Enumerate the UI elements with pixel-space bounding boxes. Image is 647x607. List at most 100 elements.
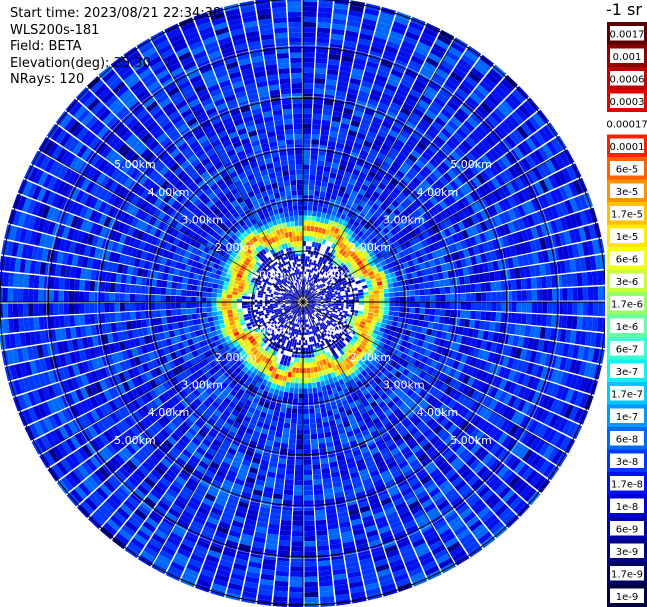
- ppi-bin: [546, 275, 553, 288]
- ppi-bin: [374, 31, 389, 40]
- ppi-bin: [309, 280, 312, 283]
- ppi-bin: [419, 118, 431, 129]
- ppi-bin: [373, 79, 386, 88]
- ppi-bin: [436, 92, 449, 104]
- ppi-bin: [315, 68, 327, 74]
- ppi-bin: [333, 250, 339, 257]
- ppi-bin: [316, 272, 320, 276]
- ppi-bin: [443, 104, 456, 116]
- ppi-bin: [310, 367, 315, 373]
- ppi-bin: [364, 203, 372, 211]
- ppi-bin: [313, 392, 319, 399]
- ppi-bin: [296, 434, 303, 440]
- ppi-bin: [465, 310, 471, 319]
- ppi-bin: [325, 156, 333, 163]
- ppi-bin: [286, 459, 295, 465]
- ppi-bin: [384, 156, 394, 165]
- ppi-bin: [325, 192, 332, 199]
- ppi-bin: [311, 139, 320, 145]
- ppi-bin: [306, 295, 308, 298]
- ppi-bin: [571, 316, 578, 330]
- ppi-bin: [290, 556, 303, 562]
- ppi-bin: [531, 314, 537, 326]
- ppi-bin: [323, 202, 329, 209]
- ppi-bin: [315, 175, 323, 182]
- ppi-bin: [303, 240, 306, 246]
- ppi-bin: [358, 298, 365, 302]
- ppi-bin: [388, 311, 395, 316]
- ppi-bin: [380, 178, 390, 187]
- ppi-bin: [403, 35, 418, 46]
- ppi-bin: [423, 314, 430, 322]
- ppi-bin: [447, 75, 461, 87]
- ppi-bin: [458, 276, 465, 285]
- ppi-bin: [438, 316, 445, 324]
- ppi-bin: [323, 267, 327, 271]
- ppi-bin: [409, 302, 415, 308]
- ppi-bin: [318, 437, 326, 444]
- ppi-bin: [303, 47, 315, 53]
- ppi-bin: [278, 458, 287, 465]
- ppi-bin: [465, 302, 472, 310]
- ppi-bin: [324, 197, 331, 204]
- ppi-bin: [346, 297, 349, 300]
- ppi-bin: [320, 278, 324, 282]
- ppi-bin: [313, 195, 320, 202]
- ppi-bin: [303, 27, 316, 33]
- ppi-bin: [303, 133, 311, 140]
- ppi-bin: [334, 310, 338, 313]
- ppi-bin: [330, 307, 333, 310]
- ppi-bin: [305, 258, 308, 262]
- ppi-bin: [303, 11, 317, 18]
- ppi-bin: [319, 262, 323, 266]
- ppi-bin: [294, 485, 303, 491]
- ppi-bin: [355, 48, 369, 56]
- ppi-bin: [292, 510, 303, 516]
- ppi-bin: [303, 16, 317, 23]
- ppi-bin: [338, 218, 345, 225]
- ppi-bin: [303, 281, 305, 285]
- ppi-bin: [430, 302, 436, 309]
- ppi-bin: [364, 65, 378, 74]
- ppi-bin: [348, 294, 352, 297]
- ppi-bin: [317, 243, 322, 249]
- ppi-bin: [455, 62, 470, 75]
- ppi-bin: [445, 294, 451, 302]
- ppi-bin: [342, 220, 349, 227]
- ppi-bin: [310, 283, 313, 287]
- ppi-bin: [328, 53, 341, 61]
- ppi-bin: [292, 403, 298, 409]
- ppi-bin: [408, 313, 415, 319]
- ppi-bin: [368, 305, 375, 310]
- ppi-bin: [412, 50, 427, 61]
- ppi-bin: [369, 93, 381, 102]
- ppi-bin: [375, 74, 388, 83]
- ppi-bin: [324, 94, 335, 101]
- ppi-bin: [358, 295, 364, 299]
- ppi-bin: [276, 426, 284, 433]
- ppi-bin: [330, 33, 344, 41]
- ppi-bin: [322, 261, 326, 265]
- ppi-bin: [377, 194, 386, 203]
- ppi-bin: [303, 200, 308, 206]
- ppi-bin: [317, 306, 320, 309]
- ppi-bin: [408, 21, 424, 32]
- ppi-bin: [552, 288, 558, 301]
- ppi-bin: [337, 229, 344, 236]
- ppi-bin: [381, 92, 394, 102]
- ppi-bin: [423, 61, 437, 72]
- ppi-bin: [314, 83, 325, 90]
- ppi-bin: [455, 87, 469, 100]
- ppi-bin: [382, 314, 389, 320]
- ppi-bin: [290, 561, 303, 567]
- ppi-bin: [444, 79, 458, 92]
- ppi-bin: [303, 52, 315, 58]
- ppi-bin: [314, 407, 321, 414]
- ppi-bin: [303, 154, 310, 160]
- ppi-bin: [303, 210, 308, 216]
- ppi-bin: [308, 246, 312, 252]
- ppi-bin: [292, 338, 296, 342]
- ppi-bin: [331, 23, 346, 31]
- ppi-bin: [389, 302, 395, 307]
- ppi-bin: [308, 388, 313, 394]
